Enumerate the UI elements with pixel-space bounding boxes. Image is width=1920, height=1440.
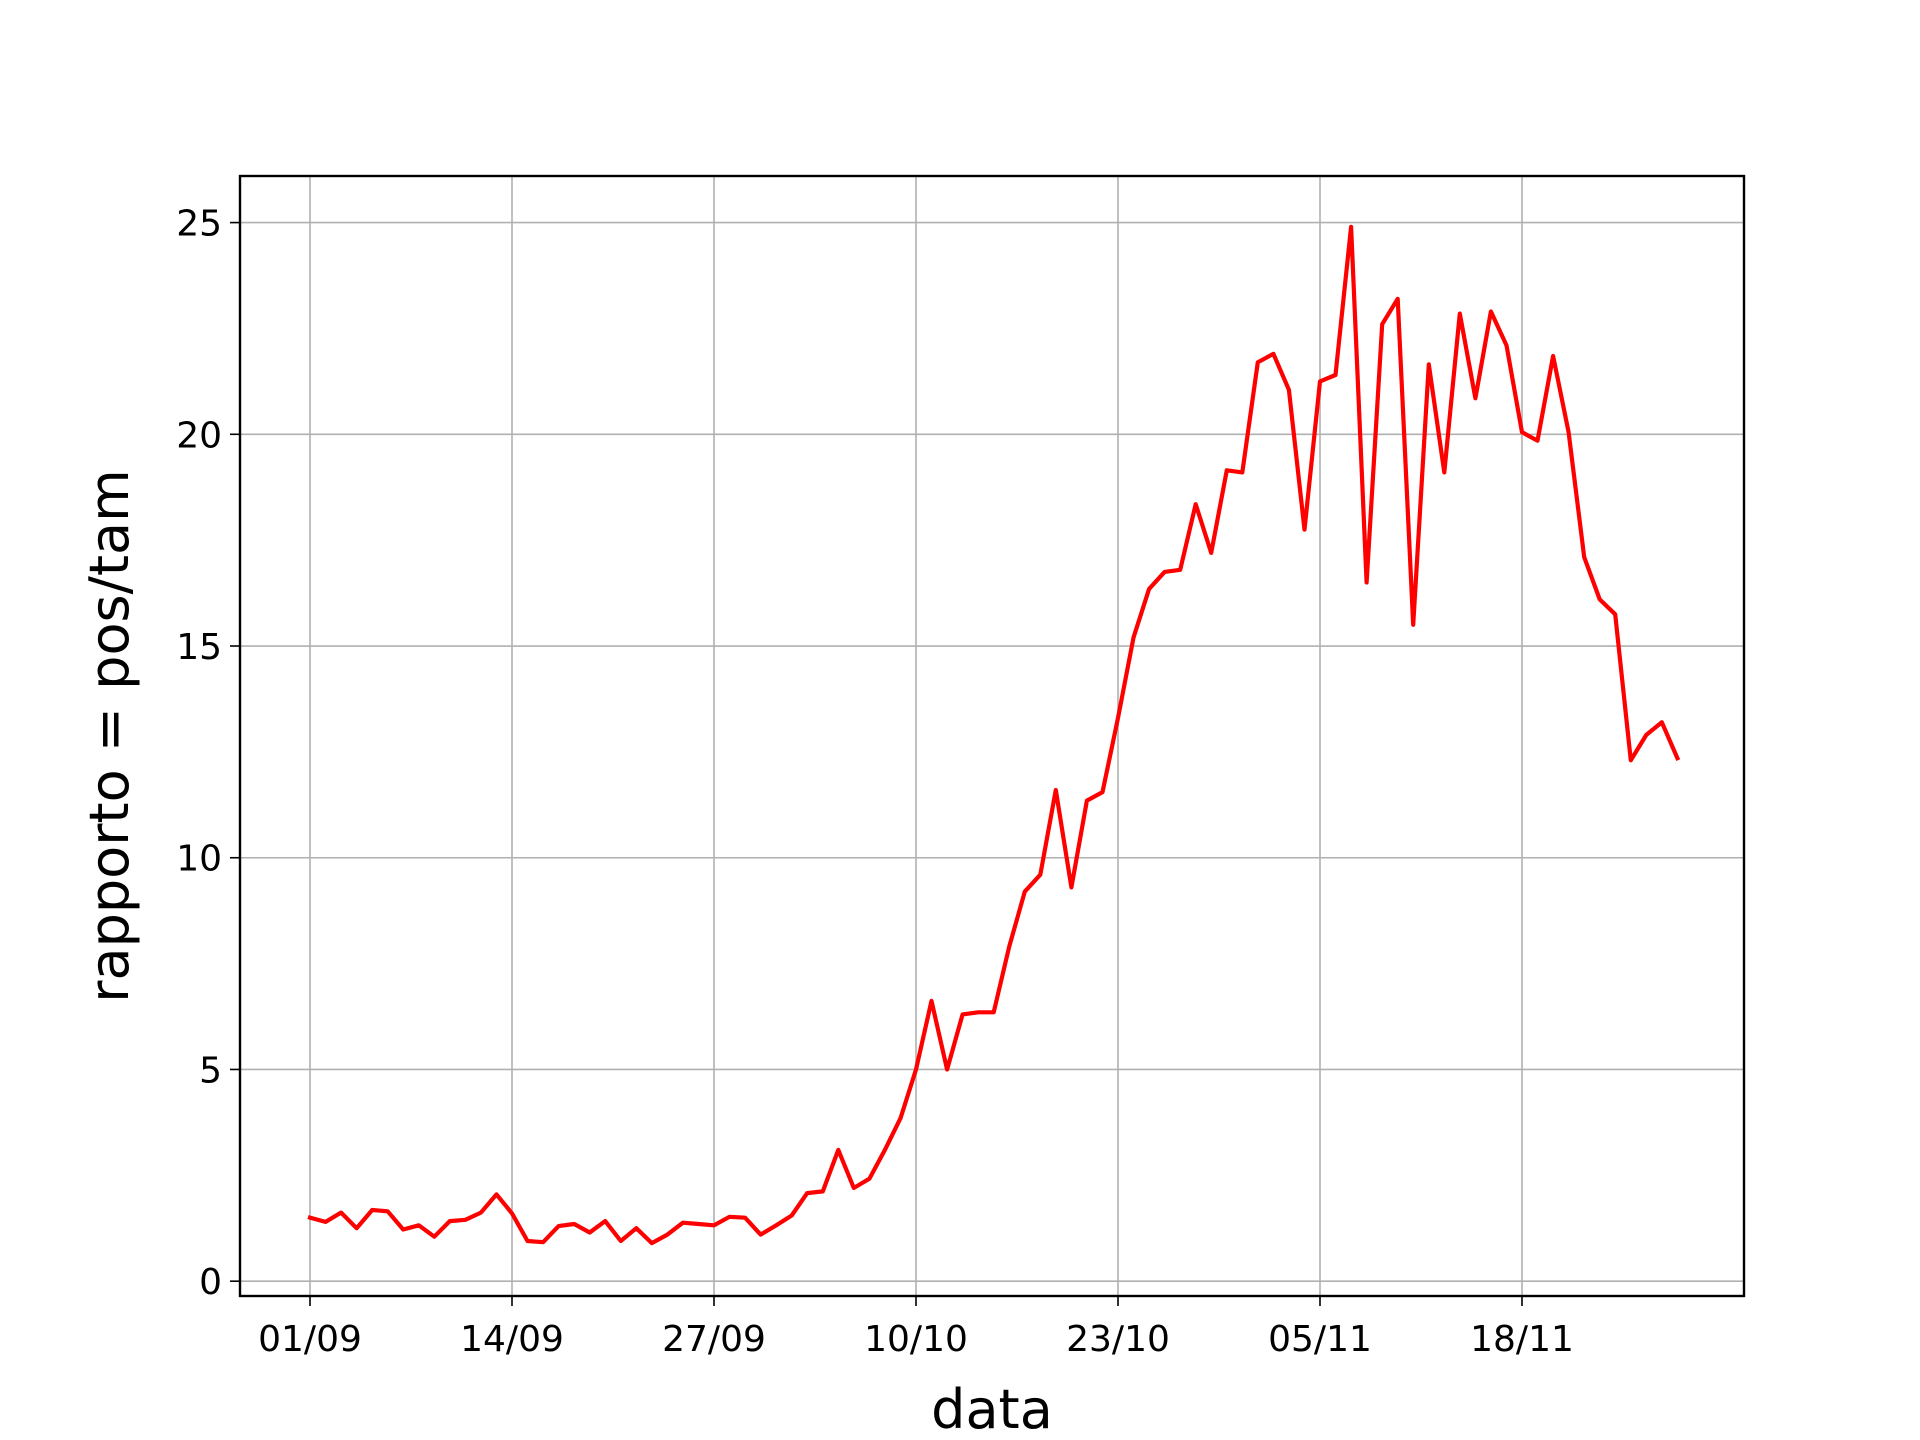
y-tick-label: 10 <box>176 839 222 880</box>
x-tick-label: 05/11 <box>1268 1319 1372 1360</box>
y-tick-label: 20 <box>176 415 222 456</box>
x-tick-labels: 01/09 14/09 27/09 10/10 23/10 05/11 18/11 <box>258 1319 1574 1360</box>
x-tick-label: 23/10 <box>1066 1319 1170 1360</box>
plot-frame <box>238 174 1746 1298</box>
y-tick-label: 5 <box>199 1050 222 1091</box>
x-tick-label: 10/10 <box>864 1319 968 1360</box>
x-tick-label: 27/09 <box>662 1319 766 1360</box>
y-tick-label: 0 <box>199 1262 222 1303</box>
series-line <box>307 224 1681 1246</box>
x-axis-label: data <box>931 1378 1053 1440</box>
tick-marks <box>230 221 1523 1306</box>
series-group <box>307 224 1681 1246</box>
x-tick-label: 14/09 <box>460 1319 564 1360</box>
grid <box>240 176 1744 1296</box>
x-tick-label: 01/09 <box>258 1319 362 1360</box>
y-tick-labels: 0 5 10 15 20 25 <box>176 204 222 1304</box>
x-tick-label: 18/11 <box>1470 1319 1574 1360</box>
y-tick-label: 15 <box>176 627 222 668</box>
y-axis-label: rapporto = pos/tam <box>78 469 141 1002</box>
y-tick-label: 25 <box>176 204 222 245</box>
